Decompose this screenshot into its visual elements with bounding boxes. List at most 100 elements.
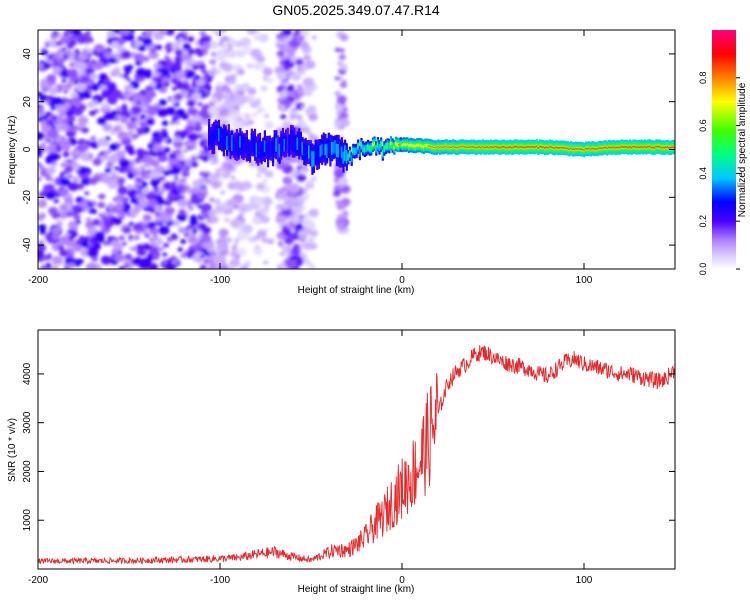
noise-speckle <box>222 63 234 72</box>
ridge-segment <box>219 126 222 150</box>
noise-speckle <box>101 103 109 110</box>
noise-speckle <box>209 59 217 65</box>
ridge-segment <box>290 129 293 151</box>
noise-speckle <box>294 96 301 101</box>
noise-speckle <box>279 68 284 72</box>
ridge-segment <box>511 147 514 149</box>
ridge-segment <box>326 143 329 158</box>
noise-speckle <box>162 170 170 176</box>
ridge-segment <box>363 147 366 153</box>
ridge-segment <box>570 147 573 150</box>
noise-speckle <box>61 123 71 132</box>
noise-speckle <box>45 43 50 48</box>
noise-speckle <box>124 253 133 260</box>
ridge-segment <box>227 130 230 146</box>
ridge-segment <box>555 146 558 149</box>
noise-speckle <box>126 212 132 217</box>
noise-speckle <box>79 235 84 239</box>
ridge-segment <box>478 146 481 148</box>
noise-speckle <box>40 265 48 269</box>
noise-speckle <box>161 128 168 134</box>
noise-speckle <box>46 74 57 83</box>
noise-speckle <box>59 188 69 196</box>
ridge-segment <box>213 129 216 146</box>
ridge-segment <box>412 144 415 148</box>
ridge-segment <box>635 146 638 149</box>
noise-speckle <box>67 83 72 87</box>
noise-speckle <box>142 243 152 251</box>
noise-speckle <box>303 54 311 61</box>
noise-speckle <box>215 85 222 92</box>
noise-speckle <box>278 34 285 41</box>
snr-series-line <box>38 345 675 566</box>
noise-speckle <box>70 96 82 106</box>
ridge-segment <box>632 145 635 148</box>
ridge-segment <box>612 146 615 148</box>
noise-speckle <box>187 36 195 43</box>
noise-speckle <box>55 115 65 123</box>
noise-speckle <box>148 207 156 214</box>
noise-speckle <box>78 166 88 175</box>
ridge-segment <box>527 145 530 148</box>
noise-speckle <box>85 235 90 240</box>
noise-speckle <box>119 116 129 124</box>
noise-speckle <box>84 191 90 196</box>
noise-speckle <box>107 236 113 241</box>
ridge-segment <box>450 146 453 149</box>
noise-speckle <box>169 153 175 159</box>
noise-speckle <box>38 199 48 208</box>
ridge-segment <box>226 135 229 150</box>
ridge-segment <box>655 145 658 148</box>
ridge-segment <box>588 147 591 150</box>
noise-speckle <box>221 43 230 51</box>
noise-speckle <box>257 219 263 225</box>
noise-speckle <box>59 249 69 257</box>
noise-speckle <box>93 61 104 70</box>
noise-speckle <box>103 111 115 121</box>
ridge-segment <box>209 130 212 147</box>
noise-speckle <box>149 50 158 58</box>
noise-speckle <box>264 121 274 129</box>
ridge-segment <box>670 146 673 149</box>
noise-speckle <box>101 94 106 99</box>
noise-speckle <box>62 151 70 158</box>
ridge-segment <box>385 144 388 150</box>
noise-speckle <box>97 201 106 209</box>
ridge-segment <box>406 142 409 146</box>
noise-speckle <box>92 243 102 251</box>
noise-speckle <box>164 183 171 190</box>
noise-speckle <box>200 203 212 213</box>
noise-speckle <box>122 226 132 234</box>
noise-speckle <box>136 182 143 187</box>
noise-speckle <box>50 33 58 40</box>
ridge-segment <box>288 134 291 157</box>
ridge-segment <box>276 135 280 163</box>
ridge-segment <box>530 146 533 148</box>
noise-speckle <box>299 30 310 37</box>
noise-speckle <box>180 252 188 259</box>
noise-speckle <box>102 123 113 132</box>
noise-speckle <box>67 55 75 61</box>
noise-speckle <box>241 181 253 190</box>
noise-speckle <box>85 67 95 76</box>
ridge-segment <box>566 147 569 150</box>
noise-speckle <box>262 179 268 184</box>
noise-speckle <box>339 33 349 42</box>
ridge-segment <box>539 145 542 148</box>
noise-speckle <box>80 240 90 248</box>
noise-speckle <box>200 68 208 74</box>
noise-speckle <box>135 94 146 103</box>
ridge-segment <box>661 146 664 149</box>
noise-speckle <box>334 90 342 97</box>
noise-speckle <box>78 183 83 188</box>
noise-speckle <box>60 140 72 150</box>
noise-speckle <box>156 67 164 74</box>
noise-speckle <box>253 236 260 241</box>
ridge-segment <box>249 141 252 161</box>
spectrogram-y-axis-label: Frequency (Hz) <box>7 116 18 185</box>
ridge-segment <box>208 124 211 146</box>
noise-speckle <box>118 235 126 241</box>
noise-speckle <box>38 107 45 115</box>
ridge-segment <box>560 146 563 149</box>
noise-speckle <box>264 170 274 178</box>
